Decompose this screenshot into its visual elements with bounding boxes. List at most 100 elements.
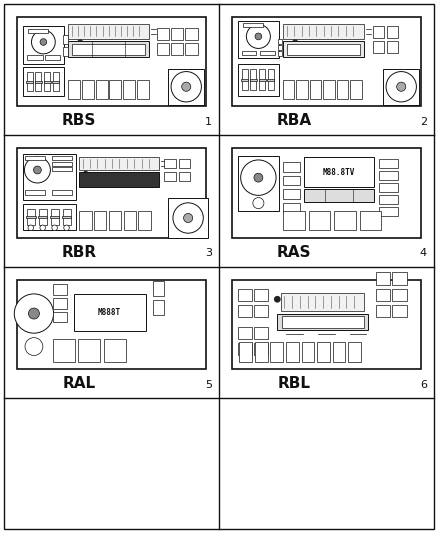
Bar (301, 342, 314, 362)
Bar (379, 171, 399, 180)
Circle shape (28, 308, 39, 319)
Bar (232, 280, 421, 369)
Bar (261, 51, 275, 55)
Bar (254, 343, 268, 356)
Circle shape (40, 225, 46, 231)
Bar (46, 55, 60, 60)
Circle shape (397, 82, 406, 91)
Bar (95, 79, 107, 99)
Bar (237, 327, 252, 340)
Bar (53, 312, 67, 322)
Bar (171, 28, 184, 40)
Circle shape (293, 40, 297, 44)
Bar (323, 79, 335, 99)
Bar (53, 298, 67, 309)
Bar (168, 198, 208, 238)
Bar (254, 327, 268, 340)
Bar (268, 69, 274, 90)
Bar (237, 343, 252, 356)
Bar (138, 211, 151, 230)
Circle shape (25, 157, 50, 183)
Bar (74, 294, 145, 332)
Bar (82, 79, 94, 99)
Text: 1: 1 (205, 117, 212, 127)
Bar (379, 159, 399, 168)
Bar (26, 80, 33, 83)
Text: RBL: RBL (278, 376, 311, 391)
Bar (79, 173, 159, 187)
Bar (63, 35, 68, 44)
Bar (241, 79, 248, 81)
Bar (283, 203, 300, 213)
Bar (308, 211, 330, 230)
Text: 6: 6 (420, 379, 427, 390)
Bar (304, 157, 374, 187)
Bar (27, 208, 35, 224)
Bar (281, 293, 364, 311)
Bar (348, 342, 361, 362)
Bar (185, 28, 198, 40)
Bar (165, 159, 176, 168)
Bar (27, 72, 32, 91)
Bar (259, 69, 265, 90)
Bar (165, 172, 176, 181)
Bar (283, 175, 300, 185)
Bar (28, 29, 48, 33)
Bar (258, 79, 265, 81)
Bar (17, 17, 206, 107)
Bar (277, 313, 368, 329)
Bar (332, 342, 346, 362)
Text: M888T: M888T (98, 308, 121, 317)
Text: RBS: RBS (62, 114, 96, 128)
Text: RBR: RBR (62, 245, 97, 260)
Bar (109, 211, 121, 230)
Circle shape (84, 172, 88, 175)
Bar (53, 284, 67, 295)
Bar (179, 172, 190, 181)
Bar (23, 154, 75, 200)
Bar (110, 79, 121, 99)
Bar (39, 208, 47, 224)
Bar (52, 156, 72, 160)
Bar (52, 161, 72, 166)
Circle shape (173, 203, 203, 233)
Bar (254, 305, 268, 317)
Bar (157, 28, 169, 40)
Bar (44, 72, 50, 91)
Bar (283, 25, 364, 38)
Bar (53, 340, 74, 362)
Bar (237, 156, 279, 211)
Bar (251, 69, 256, 90)
Bar (23, 27, 64, 63)
Bar (35, 72, 41, 91)
Circle shape (253, 198, 264, 208)
Bar (304, 189, 374, 202)
Bar (171, 43, 184, 54)
Bar (179, 159, 190, 168)
Bar (283, 189, 300, 199)
Bar (38, 216, 47, 218)
Bar (283, 41, 364, 57)
Bar (23, 204, 75, 230)
Bar (79, 157, 159, 170)
Bar (387, 41, 399, 53)
Text: 4: 4 (420, 248, 427, 259)
Bar (68, 25, 149, 38)
Bar (52, 190, 72, 196)
Bar (237, 63, 279, 95)
Bar (104, 340, 126, 362)
Bar (68, 79, 80, 99)
Text: 2: 2 (420, 117, 427, 127)
Bar (240, 342, 252, 362)
Bar (137, 79, 149, 99)
Circle shape (64, 225, 69, 231)
Bar (373, 27, 384, 38)
Bar (232, 17, 421, 107)
Bar (185, 43, 198, 54)
Bar (157, 43, 169, 54)
Bar (62, 216, 71, 218)
Bar (310, 79, 321, 99)
Bar (63, 47, 68, 56)
Bar (23, 67, 64, 95)
Bar (387, 27, 399, 38)
